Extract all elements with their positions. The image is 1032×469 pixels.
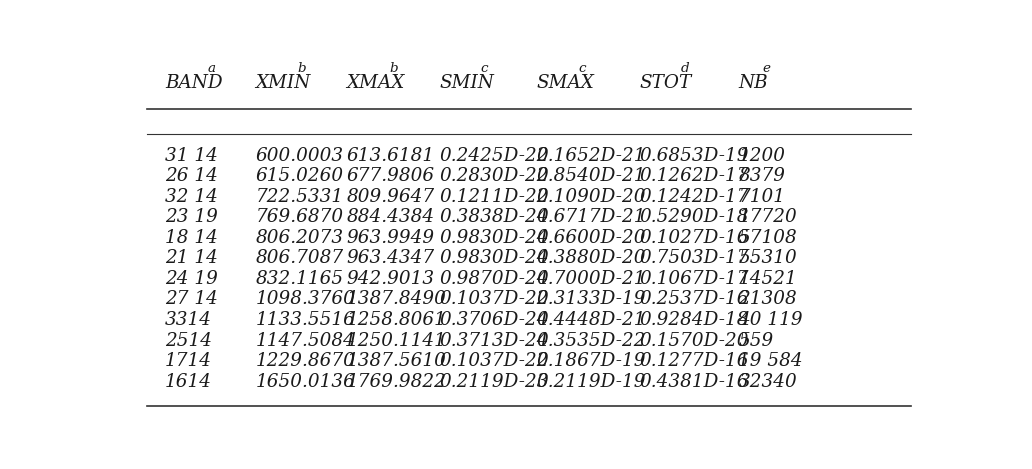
Text: 0.1090D-20: 0.1090D-20 bbox=[537, 188, 646, 206]
Text: 0.7000D-21: 0.7000D-21 bbox=[537, 270, 646, 288]
Text: 0.1242D-17: 0.1242D-17 bbox=[639, 188, 749, 206]
Text: 0.8540D-21: 0.8540D-21 bbox=[537, 167, 646, 185]
Text: 24 19: 24 19 bbox=[165, 270, 218, 288]
Text: 8379: 8379 bbox=[739, 167, 785, 185]
Text: 1614: 1614 bbox=[165, 373, 212, 391]
Text: 0.3880D-20: 0.3880D-20 bbox=[537, 250, 646, 267]
Text: 0.3838D-24: 0.3838D-24 bbox=[440, 208, 549, 226]
Text: 19 584: 19 584 bbox=[739, 352, 803, 370]
Text: d: d bbox=[681, 62, 689, 75]
Text: 0.1262D-17: 0.1262D-17 bbox=[639, 167, 749, 185]
Text: b: b bbox=[298, 62, 307, 75]
Text: 0.1211D-22: 0.1211D-22 bbox=[440, 188, 549, 206]
Text: 32 14: 32 14 bbox=[165, 188, 218, 206]
Text: 1250.1141: 1250.1141 bbox=[347, 332, 447, 349]
Text: 23 19: 23 19 bbox=[165, 208, 218, 226]
Text: 0.9830D-24: 0.9830D-24 bbox=[440, 229, 549, 247]
Text: 17720: 17720 bbox=[739, 208, 797, 226]
Text: 0.2425D-22: 0.2425D-22 bbox=[440, 146, 549, 165]
Text: 832.1165: 832.1165 bbox=[255, 270, 344, 288]
Text: 0.1037D-22: 0.1037D-22 bbox=[440, 352, 549, 370]
Text: 7101: 7101 bbox=[739, 188, 785, 206]
Text: e: e bbox=[763, 62, 771, 75]
Text: 0.7503D-17: 0.7503D-17 bbox=[639, 250, 749, 267]
Text: 0.4381D-16: 0.4381D-16 bbox=[639, 373, 749, 391]
Text: 613.6181: 613.6181 bbox=[347, 146, 434, 165]
Text: 806.7087: 806.7087 bbox=[255, 250, 344, 267]
Text: a: a bbox=[207, 62, 216, 75]
Text: XMAX: XMAX bbox=[347, 75, 405, 92]
Text: 55310: 55310 bbox=[739, 250, 797, 267]
Text: 0.1867D-19: 0.1867D-19 bbox=[537, 352, 646, 370]
Text: 806.2073: 806.2073 bbox=[255, 229, 344, 247]
Text: NB: NB bbox=[739, 75, 768, 92]
Text: 0.2119D-19: 0.2119D-19 bbox=[537, 373, 646, 391]
Text: 0.5290D-18: 0.5290D-18 bbox=[639, 208, 749, 226]
Text: 1650.0136: 1650.0136 bbox=[255, 373, 355, 391]
Text: STOT: STOT bbox=[639, 75, 691, 92]
Text: 1387.8490: 1387.8490 bbox=[347, 290, 447, 309]
Text: 1229.8670: 1229.8670 bbox=[255, 352, 355, 370]
Text: 884.4384: 884.4384 bbox=[347, 208, 434, 226]
Text: 1098.3760: 1098.3760 bbox=[255, 290, 355, 309]
Text: 615.0260: 615.0260 bbox=[255, 167, 344, 185]
Text: 26 14: 26 14 bbox=[165, 167, 218, 185]
Text: 0.2537D-16: 0.2537D-16 bbox=[639, 290, 749, 309]
Text: 0.6717D-21: 0.6717D-21 bbox=[537, 208, 646, 226]
Text: 27 14: 27 14 bbox=[165, 290, 218, 309]
Text: 0.6853D-19: 0.6853D-19 bbox=[639, 146, 749, 165]
Text: 722.5331: 722.5331 bbox=[255, 188, 344, 206]
Text: 0.9284D-18: 0.9284D-18 bbox=[639, 311, 749, 329]
Text: 1147.5084: 1147.5084 bbox=[255, 332, 355, 349]
Text: 32340: 32340 bbox=[739, 373, 797, 391]
Text: 21 14: 21 14 bbox=[165, 250, 218, 267]
Text: 0.1277D-16: 0.1277D-16 bbox=[639, 352, 749, 370]
Text: 1714: 1714 bbox=[165, 352, 212, 370]
Text: 1133.5516: 1133.5516 bbox=[255, 311, 355, 329]
Text: 0.1027D-16: 0.1027D-16 bbox=[639, 229, 749, 247]
Text: 0.3713D-24: 0.3713D-24 bbox=[440, 332, 549, 349]
Text: 31 14: 31 14 bbox=[165, 146, 218, 165]
Text: c: c bbox=[579, 62, 586, 75]
Text: 18 14: 18 14 bbox=[165, 229, 218, 247]
Text: 963.4347: 963.4347 bbox=[347, 250, 434, 267]
Text: 21308: 21308 bbox=[739, 290, 797, 309]
Text: 2514: 2514 bbox=[165, 332, 212, 349]
Text: 0.3706D-24: 0.3706D-24 bbox=[440, 311, 549, 329]
Text: 942.9013: 942.9013 bbox=[347, 270, 434, 288]
Text: 809.9647: 809.9647 bbox=[347, 188, 434, 206]
Text: 600.0003: 600.0003 bbox=[255, 146, 344, 165]
Text: 677.9806: 677.9806 bbox=[347, 167, 434, 185]
Text: 0.6600D-20: 0.6600D-20 bbox=[537, 229, 646, 247]
Text: 0.1570D-20: 0.1570D-20 bbox=[639, 332, 749, 349]
Text: 40 119: 40 119 bbox=[739, 311, 803, 329]
Text: SMIN: SMIN bbox=[440, 75, 494, 92]
Text: 14521: 14521 bbox=[739, 270, 797, 288]
Text: 3314: 3314 bbox=[165, 311, 212, 329]
Text: 0.9830D-24: 0.9830D-24 bbox=[440, 250, 549, 267]
Text: 0.9870D-24: 0.9870D-24 bbox=[440, 270, 549, 288]
Text: 0.3535D-22: 0.3535D-22 bbox=[537, 332, 646, 349]
Text: 1258.8061: 1258.8061 bbox=[347, 311, 447, 329]
Text: 0.1067D-17: 0.1067D-17 bbox=[639, 270, 749, 288]
Text: SMAX: SMAX bbox=[537, 75, 594, 92]
Text: 963.9949: 963.9949 bbox=[347, 229, 434, 247]
Text: XMIN: XMIN bbox=[255, 75, 311, 92]
Text: 0.2830D-22: 0.2830D-22 bbox=[440, 167, 549, 185]
Text: 559: 559 bbox=[739, 332, 774, 349]
Text: b: b bbox=[389, 62, 397, 75]
Text: 0.1037D-22: 0.1037D-22 bbox=[440, 290, 549, 309]
Text: BAND: BAND bbox=[165, 75, 223, 92]
Text: 1200: 1200 bbox=[739, 146, 785, 165]
Text: c: c bbox=[481, 62, 488, 75]
Text: 0.1652D-21: 0.1652D-21 bbox=[537, 146, 646, 165]
Text: 769.6870: 769.6870 bbox=[255, 208, 344, 226]
Text: 0.4448D-21: 0.4448D-21 bbox=[537, 311, 646, 329]
Text: 1387.5610: 1387.5610 bbox=[347, 352, 447, 370]
Text: 0.3133D-19: 0.3133D-19 bbox=[537, 290, 646, 309]
Text: 0.2119D-23: 0.2119D-23 bbox=[440, 373, 549, 391]
Text: 1769.9822: 1769.9822 bbox=[347, 373, 447, 391]
Text: 57108: 57108 bbox=[739, 229, 797, 247]
